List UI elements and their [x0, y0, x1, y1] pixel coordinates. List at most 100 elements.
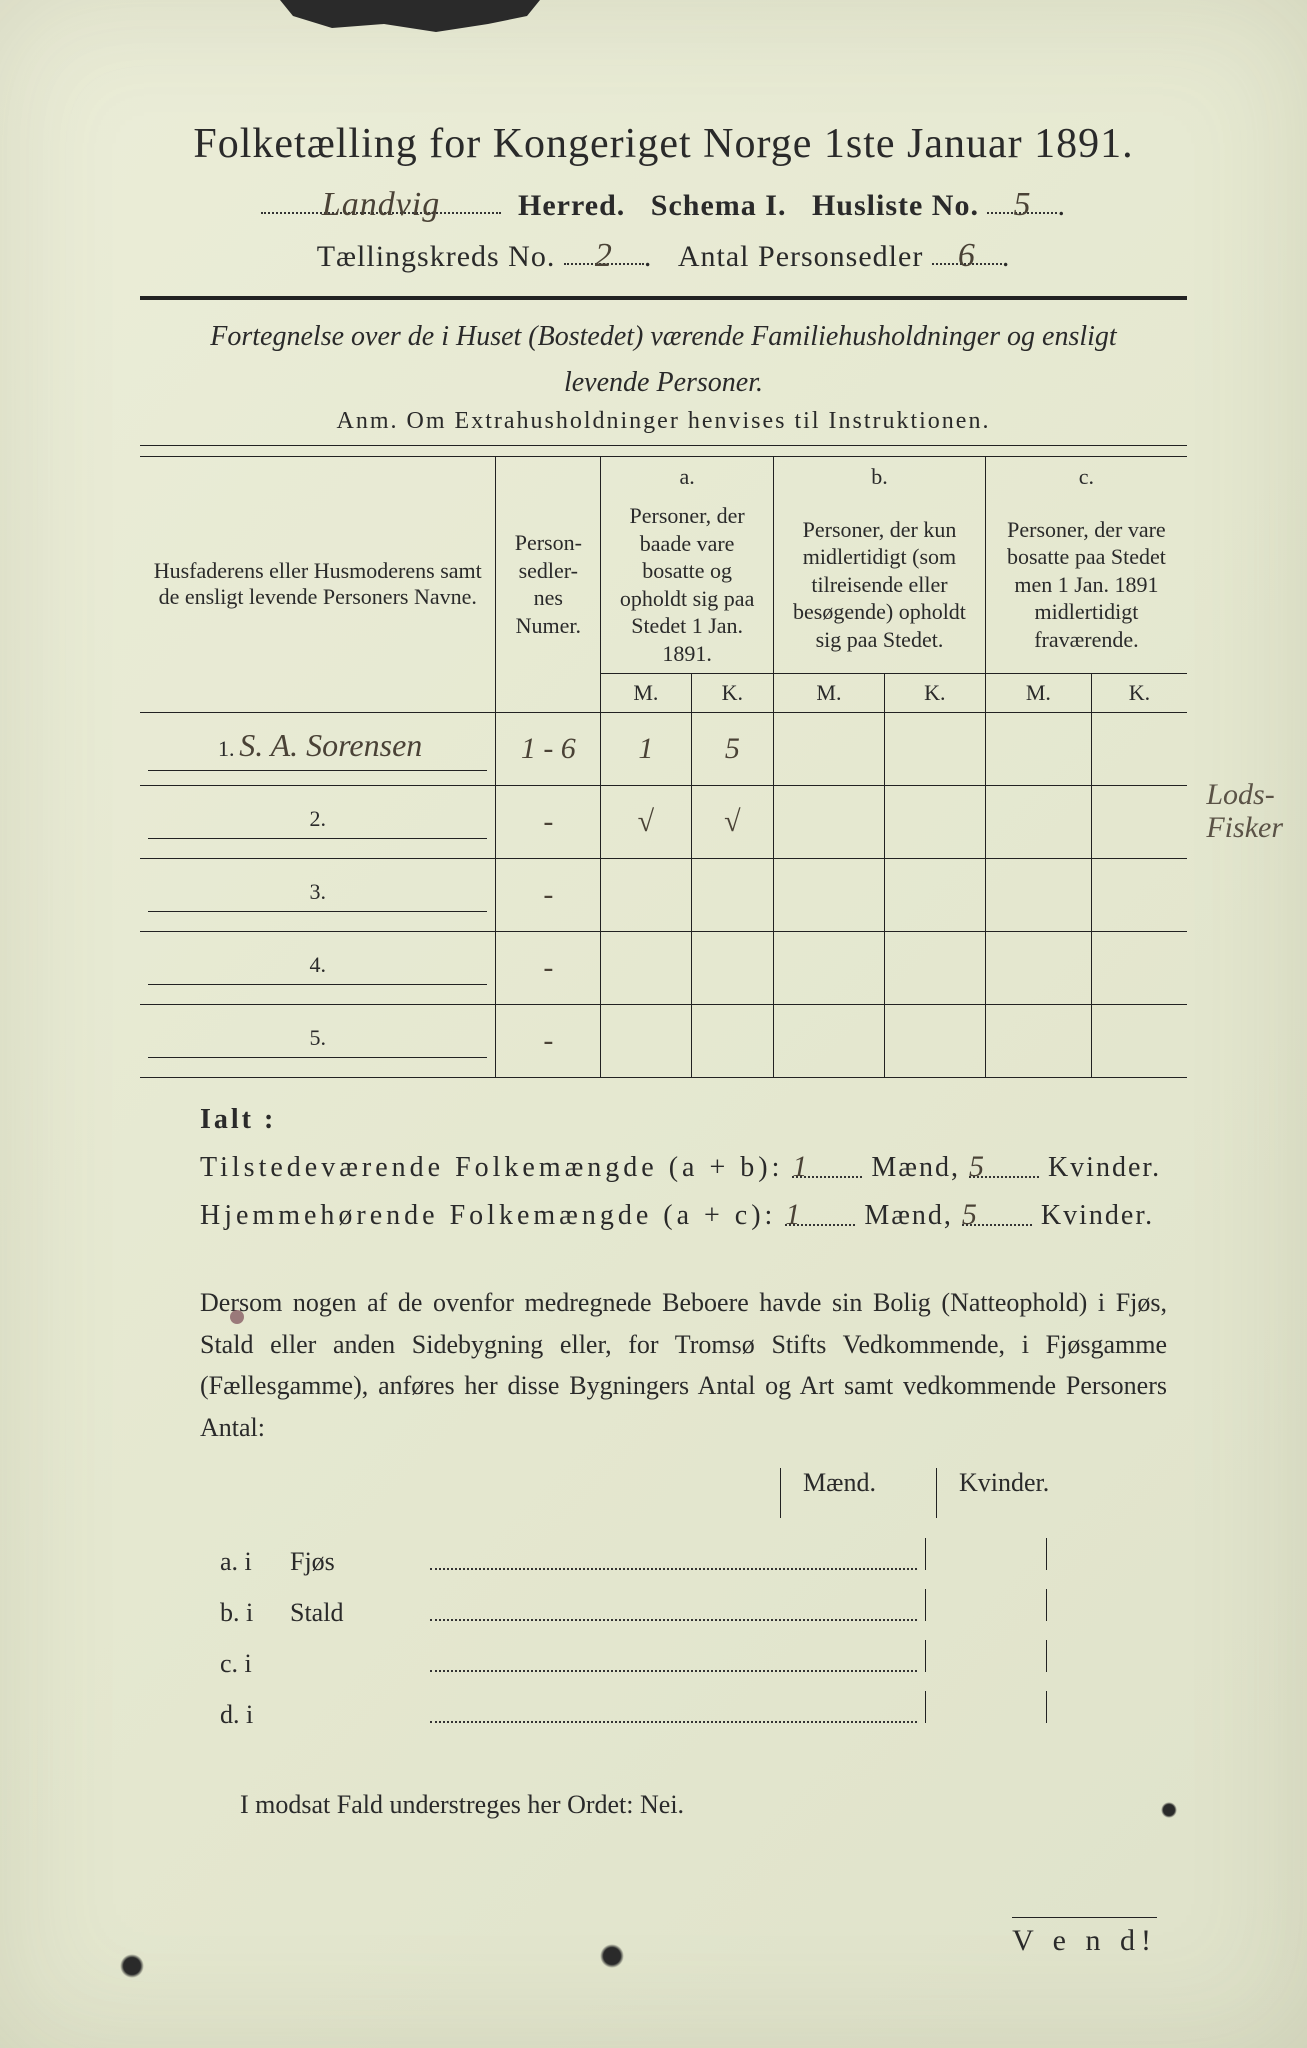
- page-title: Folketælling for Kongeriget Norge 1ste J…: [140, 120, 1187, 168]
- th-a-text: Personer, der baade vare bosatte og opho…: [601, 496, 774, 674]
- th-name: Husfaderens eller Husmoderens samt de en…: [140, 456, 496, 713]
- cell-numer: -: [496, 932, 601, 1005]
- table-row: 1.S. A. Sorensen1 - 615: [140, 713, 1187, 786]
- antal-value: 6: [958, 237, 976, 275]
- cell-b-k: [884, 932, 985, 1005]
- sublist-m-cell: [925, 1691, 1046, 1723]
- herred-field: Landvig: [261, 186, 501, 214]
- cell-c-k: [1091, 859, 1187, 932]
- sublist-m-cell: [925, 1589, 1046, 1621]
- paper-tear: [280, 0, 540, 40]
- census-form-page: Folketælling for Kongeriget Norge 1ste J…: [0, 0, 1307, 2048]
- th-c-text: Personer, der vare bosatte paa Stedet me…: [985, 496, 1187, 674]
- census-table: Husfaderens eller Husmoderens samt de en…: [140, 456, 1187, 1079]
- intro-line2: levende Personer.: [140, 364, 1187, 402]
- intro-anm: Anm. Om Extrahusholdninger henvises til …: [140, 408, 1187, 435]
- sublist-dots: [430, 1613, 917, 1621]
- cell-c-m: [985, 932, 1091, 1005]
- cell-c-k: [1091, 786, 1187, 859]
- cell-numer: -: [496, 1005, 601, 1078]
- cell-a-k: √: [691, 786, 774, 859]
- sublist-k-cell: [1046, 1640, 1187, 1672]
- ink-smudge: [230, 1310, 244, 1324]
- sublist-label: c. i: [220, 1649, 290, 1679]
- cell-numer: -: [496, 786, 601, 859]
- table-row: 2.-√√: [140, 786, 1187, 859]
- ialt-line-1: Tilstedeværende Folkemængde (a + b): 1 M…: [200, 1150, 1187, 1184]
- husliste-value: 5: [1013, 186, 1031, 224]
- vend-label: V e n d!: [1012, 1917, 1157, 1958]
- kreds-field: 2: [564, 237, 644, 265]
- building-paragraph: Dersom nogen af de ovenfor medregnede Be…: [200, 1282, 1167, 1448]
- margin-note-line2: Fisker: [1206, 811, 1283, 844]
- cell-c-m: [985, 859, 1091, 932]
- intro-line1: Fortegnelse over de i Huset (Bostedet) v…: [140, 318, 1187, 356]
- cell-a-k: [691, 1005, 774, 1078]
- sublist-row: b. iStald: [220, 1589, 1187, 1628]
- cell-a-k: [691, 859, 774, 932]
- divider-thick: [140, 296, 1187, 300]
- cell-c-k: [1091, 713, 1187, 786]
- cell-c-k: [1091, 1005, 1187, 1078]
- antal-field: 6: [932, 237, 1002, 265]
- antal-label: Antal Personsedler: [678, 240, 923, 273]
- cell-c-m: [985, 1005, 1091, 1078]
- cell-a-k: 5: [691, 713, 774, 786]
- table-row: 3.-: [140, 859, 1187, 932]
- header-row-1: Landvig Herred. Schema I. Husliste No. 5…: [140, 186, 1187, 223]
- th-a-k: K.: [691, 674, 774, 713]
- sublist-label: d. i: [220, 1700, 290, 1730]
- cell-name: 4.: [140, 932, 496, 1005]
- sublist-row: d. i: [220, 1691, 1187, 1730]
- cell-name: 2.: [140, 786, 496, 859]
- sublist-mk-header: Mænd. Kvinder.: [780, 1468, 1187, 1518]
- schema-label: Schema I.: [651, 189, 787, 222]
- sublist-label: a. i: [220, 1547, 290, 1577]
- footer-nei-line: I modsat Fald understreges her Ordet: Ne…: [240, 1790, 1187, 1820]
- cell-name: 5.: [140, 1005, 496, 1078]
- cell-a-m: 1: [601, 713, 691, 786]
- stain-3: [1161, 1802, 1177, 1818]
- cell-b-m: [774, 1005, 885, 1078]
- sublist-kvinder: Kvinder.: [936, 1468, 1049, 1518]
- cell-b-m: [774, 932, 885, 1005]
- sublist-maend: Mænd.: [780, 1468, 876, 1518]
- sublist-k-cell: [1046, 1538, 1187, 1570]
- husliste-field: 5: [987, 186, 1057, 214]
- table-row: 4.-: [140, 932, 1187, 1005]
- th-c-label: c.: [985, 456, 1187, 496]
- cell-b-k: [884, 859, 985, 932]
- margin-note-line1: Lods-: [1206, 778, 1283, 811]
- sublist-m-cell: [925, 1538, 1046, 1570]
- sublist-dots: [430, 1664, 917, 1672]
- sublist-row: c. i: [220, 1640, 1187, 1679]
- cell-a-m: [601, 1005, 691, 1078]
- cell-b-m: [774, 859, 885, 932]
- husliste-label: Husliste No.: [812, 189, 979, 222]
- ialt-line-2: Hjemmehørende Folkemængde (a + c): 1 Mæn…: [200, 1198, 1187, 1232]
- sublist-k-cell: [1046, 1691, 1187, 1723]
- sublist-dots: [430, 1562, 917, 1570]
- herred-value: Landvig: [322, 186, 440, 224]
- kreds-value: 2: [595, 237, 613, 275]
- sublist-row: a. iFjøs: [220, 1538, 1187, 1577]
- th-a-label: a.: [601, 456, 774, 496]
- th-b-label: b.: [774, 456, 986, 496]
- margin-note: Lods- Fisker: [1206, 778, 1283, 844]
- cell-c-m: [985, 713, 1091, 786]
- herred-label: Herred.: [518, 189, 625, 222]
- cell-b-k: [884, 786, 985, 859]
- cell-numer: -: [496, 859, 601, 932]
- cell-b-k: [884, 713, 985, 786]
- cell-b-k: [884, 1005, 985, 1078]
- th-b-text: Personer, der kun midlertidigt (som tilr…: [774, 496, 986, 674]
- sublist-m-cell: [925, 1640, 1046, 1672]
- stain-1: [120, 1954, 144, 1978]
- sublist-dots: [430, 1715, 917, 1723]
- cell-a-m: √: [601, 786, 691, 859]
- building-sublist: a. iFjøs b. iStald c. i d. i: [220, 1538, 1187, 1730]
- cell-c-m: [985, 786, 1091, 859]
- cell-name: 1.S. A. Sorensen: [140, 713, 496, 786]
- stain-2: [600, 1944, 624, 1968]
- cell-numer: 1 - 6: [496, 713, 601, 786]
